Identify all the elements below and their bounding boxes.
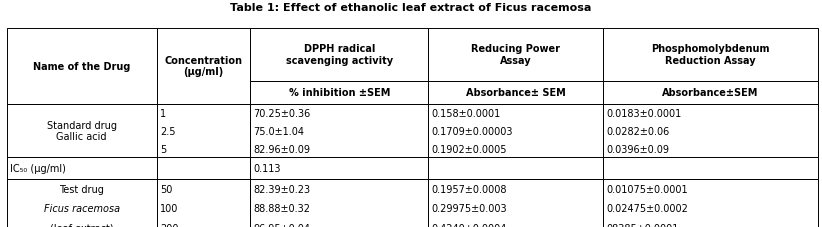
Text: 1: 1 xyxy=(160,108,166,118)
Text: 200: 200 xyxy=(160,223,178,227)
Text: 0.02475±0.0002: 0.02475±0.0002 xyxy=(606,203,688,213)
Text: IC₅₀ (μg/ml): IC₅₀ (μg/ml) xyxy=(10,164,66,173)
Text: Phosphomolybdenum
Reduction Assay: Phosphomolybdenum Reduction Assay xyxy=(651,44,769,66)
Text: 0.1902±0.0005: 0.1902±0.0005 xyxy=(432,144,507,154)
Text: Name of the Drug: Name of the Drug xyxy=(33,62,131,71)
Text: 0.4240±0.0004: 0.4240±0.0004 xyxy=(432,223,507,227)
Text: Standard drug
Gallic acid: Standard drug Gallic acid xyxy=(47,120,117,142)
Text: 0.0396±0.09: 0.0396±0.09 xyxy=(606,144,669,154)
Text: 100: 100 xyxy=(160,203,178,213)
Text: Reducing Power
Assay: Reducing Power Assay xyxy=(471,44,560,66)
Text: 0.1957±0.0008: 0.1957±0.0008 xyxy=(432,184,507,194)
Text: 0.158±0.0001: 0.158±0.0001 xyxy=(432,108,501,118)
Text: Table 1: Effect of ethanolic leaf extract of Ficus racemosa: Table 1: Effect of ethanolic leaf extrac… xyxy=(230,3,592,13)
Text: (leaf extract): (leaf extract) xyxy=(50,223,113,227)
Text: 0.1709±0.00003: 0.1709±0.00003 xyxy=(432,126,513,136)
Text: 96.95±0.04: 96.95±0.04 xyxy=(253,223,310,227)
Text: 5: 5 xyxy=(160,144,166,154)
Text: 0.113: 0.113 xyxy=(253,164,281,173)
Text: % inhibition ±SEM: % inhibition ±SEM xyxy=(289,88,390,98)
Text: Absorbance±SEM: Absorbance±SEM xyxy=(663,88,759,98)
Text: 0.0282±0.06: 0.0282±0.06 xyxy=(606,126,669,136)
Text: 0.01075±0.0001: 0.01075±0.0001 xyxy=(606,184,688,194)
Text: Concentration
(μg/ml): Concentration (μg/ml) xyxy=(164,56,242,77)
Text: 50: 50 xyxy=(160,184,173,194)
Text: DPPH radical
scavenging activity: DPPH radical scavenging activity xyxy=(286,44,393,66)
Text: 82.96±0.09: 82.96±0.09 xyxy=(253,144,310,154)
Text: 2.5: 2.5 xyxy=(160,126,175,136)
Text: 88.88±0.32: 88.88±0.32 xyxy=(253,203,310,213)
Text: Ficus racemosa: Ficus racemosa xyxy=(44,203,120,213)
Text: 75.0±1.04: 75.0±1.04 xyxy=(253,126,304,136)
Text: 0.0183±0.0001: 0.0183±0.0001 xyxy=(606,108,681,118)
Text: Test drug: Test drug xyxy=(59,184,104,194)
Text: Absorbance± SEM: Absorbance± SEM xyxy=(466,88,566,98)
Text: 08385±0.0001: 08385±0.0001 xyxy=(606,223,678,227)
Text: 0.29975±0.003: 0.29975±0.003 xyxy=(432,203,507,213)
Text: 82.39±0.23: 82.39±0.23 xyxy=(253,184,311,194)
Text: 70.25±0.36: 70.25±0.36 xyxy=(253,108,311,118)
